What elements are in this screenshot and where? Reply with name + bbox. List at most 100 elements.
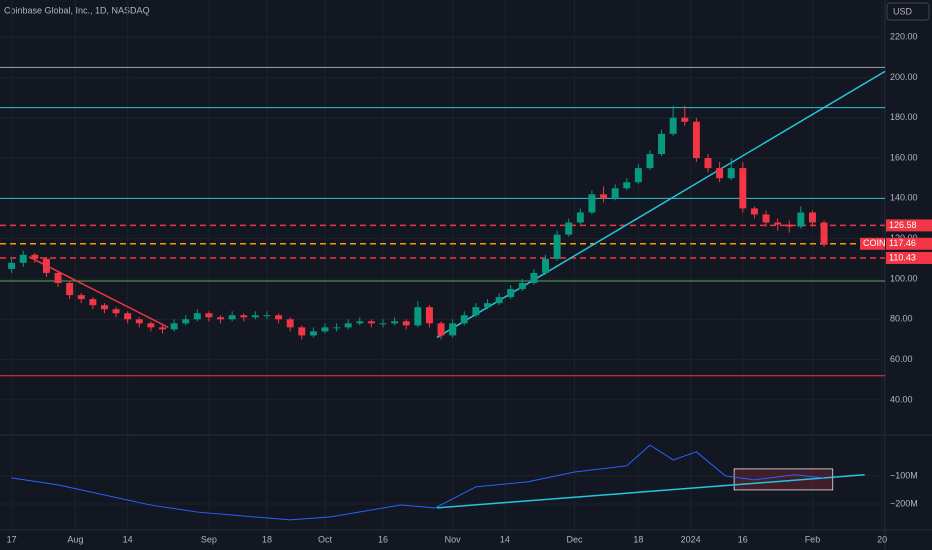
candle-body bbox=[100, 305, 108, 310]
symbol-label: COIN bbox=[863, 238, 886, 248]
candle-body bbox=[681, 117, 689, 122]
highlight-box bbox=[733, 468, 834, 491]
candle-body bbox=[565, 222, 573, 235]
candle-body bbox=[483, 303, 491, 308]
candle-body bbox=[507, 289, 515, 298]
candle-body bbox=[785, 224, 793, 227]
candle-body bbox=[658, 133, 666, 155]
candle-body bbox=[808, 212, 816, 223]
candle-body bbox=[588, 194, 596, 213]
candle-body bbox=[518, 283, 526, 290]
x-tick-label: 18 bbox=[633, 534, 643, 544]
candle-body bbox=[298, 327, 306, 336]
candle-body bbox=[727, 168, 735, 179]
candle-body bbox=[762, 214, 770, 223]
candle-body bbox=[124, 313, 132, 320]
y-tick-label: 80.00 bbox=[890, 314, 913, 324]
candle-body bbox=[66, 283, 74, 296]
candle-body bbox=[750, 208, 758, 215]
chart-title: Coinbase Global, Inc., 1D, NASDAQ bbox=[4, 5, 150, 15]
y-tick-label: 100.00 bbox=[890, 273, 918, 283]
currency: USD bbox=[893, 6, 913, 16]
x-tick-label: 14 bbox=[500, 534, 510, 544]
candle-body bbox=[275, 315, 283, 320]
candle-body bbox=[402, 321, 410, 326]
currency-box[interactable] bbox=[886, 2, 930, 21]
candle-body bbox=[553, 234, 561, 259]
candle-body bbox=[449, 323, 457, 336]
candle-body bbox=[321, 327, 329, 332]
x-tick-label: Sep bbox=[201, 534, 217, 544]
candle-body bbox=[797, 212, 805, 227]
x-tick-label: 16 bbox=[378, 534, 388, 544]
obv-line bbox=[11, 444, 825, 521]
candle-body bbox=[42, 258, 50, 273]
candle-body bbox=[54, 272, 62, 284]
candle-body bbox=[623, 182, 631, 189]
candle-body bbox=[135, 319, 143, 324]
candle-body bbox=[472, 307, 480, 316]
trend-line bbox=[28, 256, 169, 329]
candle-body bbox=[31, 254, 39, 259]
y-tick-label: 40.00 bbox=[890, 394, 913, 404]
candle-body bbox=[147, 323, 155, 328]
y-tick-label: 60.00 bbox=[890, 354, 913, 364]
candle-body bbox=[112, 309, 120, 314]
candle-body bbox=[391, 321, 399, 324]
candle-body bbox=[217, 317, 225, 320]
candle-body bbox=[600, 194, 608, 199]
y-tick-label: 220.00 bbox=[890, 31, 918, 41]
x-tick-label: 17 bbox=[7, 534, 17, 544]
candle-body bbox=[820, 222, 828, 245]
candle-body bbox=[704, 158, 712, 169]
candle-body bbox=[646, 154, 654, 169]
x-tick-label: Nov bbox=[445, 534, 462, 544]
y-tick-label: −200M bbox=[890, 498, 918, 508]
candle-body bbox=[77, 295, 85, 300]
y-tick-label: 200.00 bbox=[890, 72, 918, 82]
candle-body bbox=[193, 313, 201, 320]
candle-body bbox=[669, 117, 677, 134]
candle-body bbox=[286, 319, 294, 328]
x-tick-label: 18 bbox=[262, 534, 272, 544]
candle-body bbox=[437, 323, 445, 336]
candle-body bbox=[19, 254, 27, 263]
x-tick-label: Oct bbox=[318, 534, 333, 544]
price-label-box bbox=[886, 251, 932, 264]
candle-body bbox=[205, 313, 213, 318]
candle-body bbox=[692, 121, 700, 159]
x-tick-label: 2024 bbox=[681, 534, 701, 544]
candle-body bbox=[356, 321, 364, 324]
candle-body bbox=[379, 323, 387, 325]
candle-body bbox=[460, 315, 468, 324]
candle-body bbox=[251, 315, 259, 318]
candle-body bbox=[89, 299, 97, 306]
candle-body bbox=[414, 307, 422, 326]
candle-body bbox=[333, 327, 341, 329]
candle-body bbox=[344, 323, 352, 328]
candle-body bbox=[611, 188, 619, 199]
price-label-box bbox=[886, 237, 932, 250]
candle-body bbox=[542, 258, 549, 273]
x-tick-label: 14 bbox=[123, 534, 133, 544]
candle-body bbox=[495, 297, 503, 304]
candle-body bbox=[159, 327, 166, 330]
price-label: 126.58 bbox=[889, 220, 917, 230]
y-tick-label: 180.00 bbox=[890, 112, 918, 122]
candle-body bbox=[716, 168, 724, 179]
candle-body bbox=[182, 319, 190, 324]
x-tick-label: 20 bbox=[877, 534, 887, 544]
y-tick-label: 160.00 bbox=[890, 152, 918, 162]
candle-body bbox=[228, 315, 236, 320]
candle-body bbox=[170, 323, 178, 330]
candle-body bbox=[309, 331, 317, 336]
x-tick-label: Dec bbox=[567, 534, 584, 544]
candle-body bbox=[576, 212, 584, 223]
x-tick-label: Aug bbox=[67, 534, 83, 544]
x-tick-label: 16 bbox=[738, 534, 748, 544]
candle-body bbox=[739, 168, 747, 209]
price-label: 110.43 bbox=[889, 252, 916, 262]
trend-line bbox=[436, 474, 865, 509]
